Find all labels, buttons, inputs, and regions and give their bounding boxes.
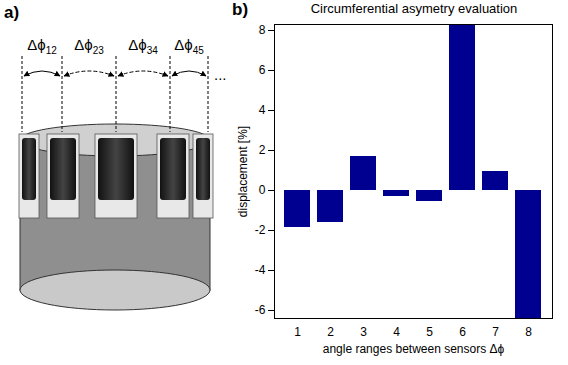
svg-text:Δϕ12: Δϕ12 (27, 36, 57, 56)
svg-text:6: 6 (459, 325, 466, 339)
svg-text:2: 2 (327, 325, 334, 339)
svg-text:3: 3 (360, 325, 367, 339)
svg-text:8: 8 (259, 23, 266, 37)
svg-text:4: 4 (393, 325, 400, 339)
svg-text:-4: -4 (255, 263, 266, 277)
svg-text:...: ... (214, 66, 227, 83)
svg-text:7: 7 (492, 325, 499, 339)
svg-text:Δϕ34: Δϕ34 (128, 36, 158, 56)
html-text:Circumferential asymetry evalu: Circumferential asymetry evaluation (310, 1, 518, 16)
svg-text:angle ranges between sensors Δ: angle ranges between sensors Δϕ (323, 342, 505, 356)
svg-text:2: 2 (259, 143, 266, 157)
svg-text:a): a) (4, 3, 19, 22)
svg-text:Δϕ45: Δϕ45 (174, 36, 204, 56)
svg-text:Δϕ23: Δϕ23 (74, 36, 104, 56)
svg-text:displacement [%]: displacement [%] (236, 126, 250, 217)
svg-text:6: 6 (259, 63, 266, 77)
html-text:b): b) (232, 0, 248, 19)
svg-text:1: 1 (294, 325, 301, 339)
svg-text:5: 5 (426, 325, 433, 339)
svg-text:8: 8 (525, 325, 532, 339)
svg-text:0: 0 (259, 183, 266, 197)
svg-text:-6: -6 (255, 303, 266, 317)
svg-text:-2: -2 (255, 223, 266, 237)
svg-text:4: 4 (259, 103, 266, 117)
